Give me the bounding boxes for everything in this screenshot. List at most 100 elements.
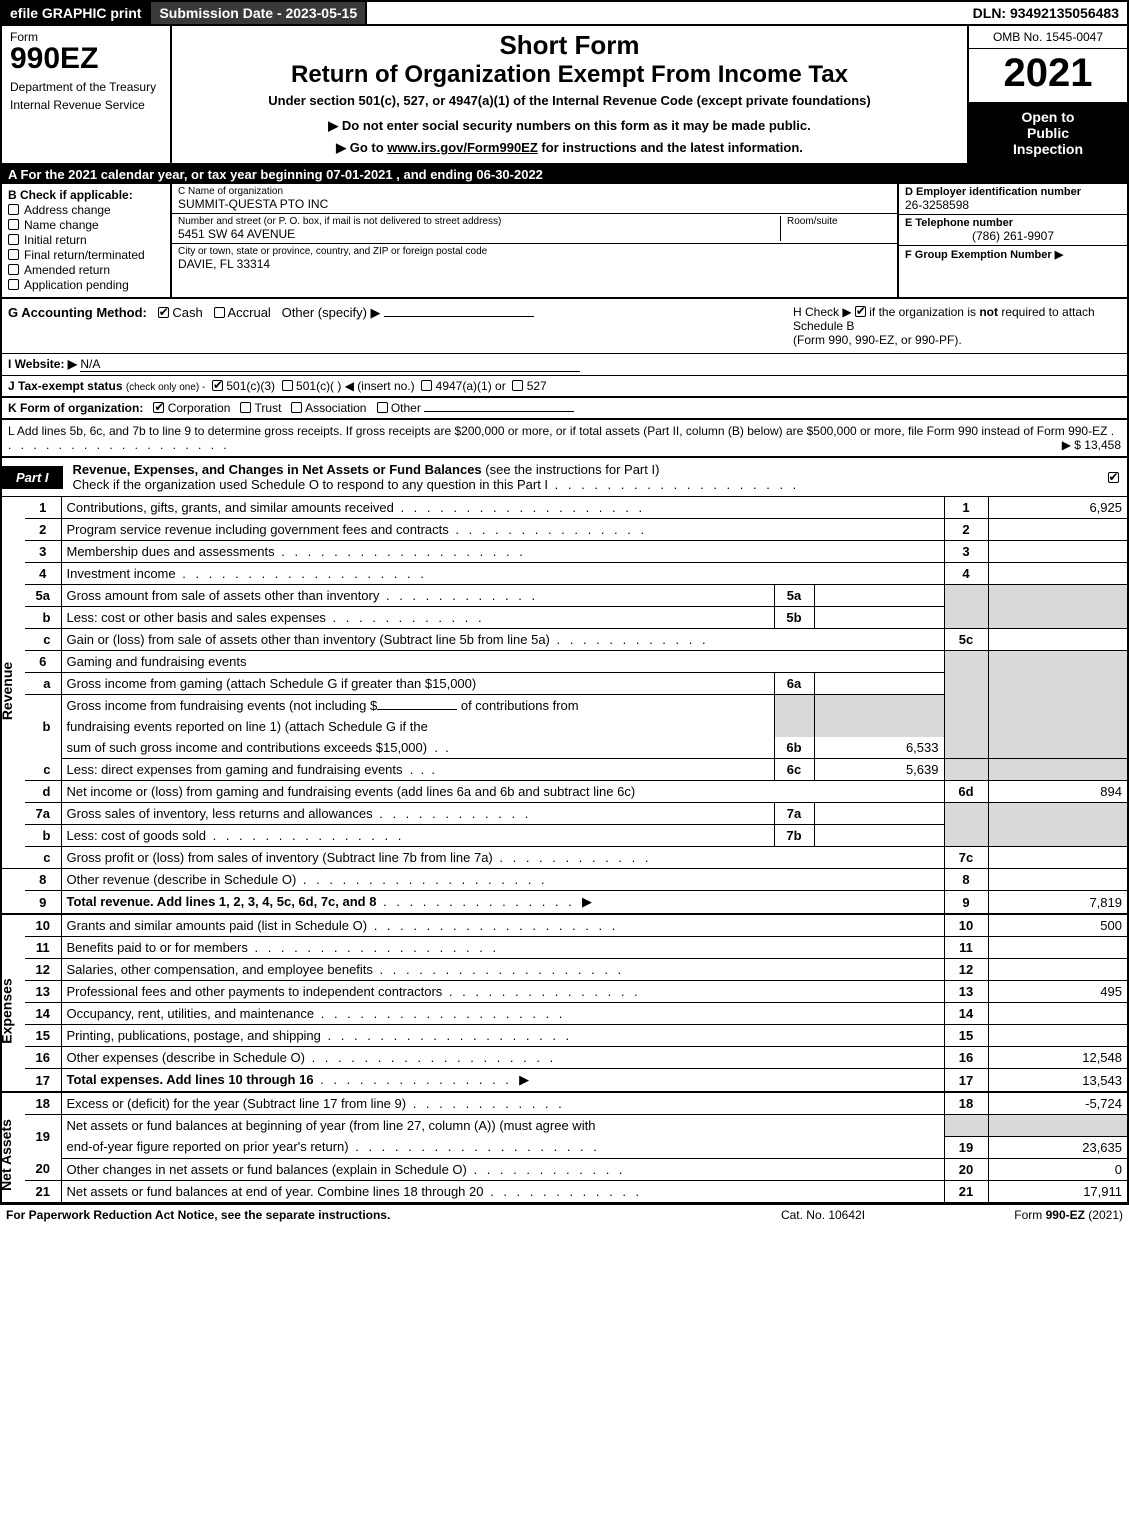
check-other-org[interactable] (377, 402, 388, 413)
check-527[interactable] (512, 380, 523, 391)
rv18: -5,724 (988, 1092, 1128, 1115)
omb-number: OMB No. 1545-0047 (969, 26, 1127, 49)
d21: Net assets or fund balances at end of ye… (67, 1184, 484, 1199)
check-corp[interactable] (153, 402, 164, 413)
n10: 10 (25, 914, 61, 937)
d7c: Gross profit or (loss) from sales of inv… (67, 850, 493, 865)
rv3 (988, 541, 1128, 563)
sv5b (814, 607, 944, 629)
check-4947[interactable] (421, 380, 432, 391)
rn10: 10 (944, 914, 988, 937)
check-part1-scho[interactable] (1108, 472, 1119, 483)
rn4: 4 (944, 563, 988, 585)
rv15 (988, 1025, 1128, 1047)
check-initial-return[interactable] (8, 234, 19, 245)
instructions-link-row: ▶ Go to www.irs.gov/Form990EZ for instru… (180, 140, 959, 156)
line-6: 6 Gaming and fundraising events (1, 651, 1128, 673)
schedule-b: H Check ▶ if the organization is not req… (787, 299, 1127, 353)
rv10: 500 (988, 914, 1128, 937)
shade-19 (944, 1115, 988, 1137)
check-501c[interactable] (282, 380, 293, 391)
other-specify: Other (specify) ▶ (282, 305, 381, 320)
n17: 17 (25, 1069, 61, 1093)
other-org-line[interactable] (424, 411, 574, 412)
shade-19v (988, 1115, 1128, 1137)
o4: 527 (527, 379, 547, 393)
part1-tag: Part I (2, 466, 63, 489)
shade-5v (988, 585, 1128, 629)
check-501c3[interactable] (212, 380, 223, 391)
group-cell: F Group Exemption Number ▶ (899, 246, 1127, 297)
check-amended[interactable] (8, 264, 19, 275)
shade-7v (988, 803, 1128, 847)
o1: 501(c)(3) (226, 379, 275, 393)
final-label: Final return/terminated (24, 248, 145, 262)
sv7a (814, 803, 944, 825)
b-label: B Check if applicable: (8, 188, 164, 202)
line-5c: c Gain or (loss) from sale of assets oth… (1, 629, 1128, 651)
d11: Benefits paid to or for members (67, 940, 248, 955)
sv6b: 6,533 (814, 737, 944, 759)
other-line[interactable] (384, 316, 534, 317)
rv13: 495 (988, 981, 1128, 1003)
part1-title: Revenue, Expenses, and Changes in Net As… (73, 458, 1099, 496)
net-label: Net Assets (0, 1119, 13, 1191)
n8: 8 (25, 869, 61, 891)
n5b: b (25, 607, 61, 629)
street-row: Number and street (or P. O. box, if mail… (172, 214, 897, 244)
d6b4: sum of such gross income and contributio… (67, 740, 428, 755)
open-public: Open to Public Inspection (969, 103, 1127, 163)
col-b: B Check if applicable: Address change Na… (2, 184, 172, 297)
n5a: 5a (25, 585, 61, 607)
section-a: A For the 2021 calendar year, or tax yea… (0, 165, 1129, 184)
check-assoc[interactable] (291, 402, 302, 413)
block-identity: B Check if applicable: Address change Na… (0, 184, 1129, 299)
n6c: c (25, 759, 61, 781)
line-10: Expenses 10 Grants and similar amounts p… (1, 914, 1128, 937)
n6a: a (25, 673, 61, 695)
sn5a: 5a (774, 585, 814, 607)
not: not (979, 305, 998, 319)
sn7b: 7b (774, 825, 814, 847)
accrual: Accrual (227, 305, 270, 320)
check-address-change[interactable] (8, 204, 19, 215)
rv20: 0 (988, 1158, 1128, 1180)
part1-header: Part I Revenue, Expenses, and Changes in… (0, 458, 1129, 497)
check-trust[interactable] (240, 402, 251, 413)
expenses-label: Expenses (0, 978, 14, 1043)
n9: 9 (25, 891, 61, 915)
check-schedb[interactable] (855, 306, 866, 317)
check-final-return[interactable] (8, 249, 19, 260)
efile-label[interactable]: efile GRAPHIC print (2, 2, 149, 24)
d6c: Less: direct expenses from gaming and fu… (67, 762, 403, 777)
rn16: 16 (944, 1047, 988, 1069)
check-cash[interactable] (158, 307, 169, 318)
d20: Other changes in net assets or fund bala… (67, 1162, 467, 1177)
assoc: Association (305, 401, 366, 415)
n19: 19 (25, 1115, 61, 1159)
rn11: 11 (944, 937, 988, 959)
j-sub: (check only one) - (126, 382, 205, 393)
check-app-pending[interactable] (8, 279, 19, 290)
tax-exempt-row: J Tax-exempt status (check only one) - 5… (0, 376, 1129, 398)
org-name-label: C Name of organization (178, 186, 891, 197)
col-d: D Employer identification number 26-3258… (897, 184, 1127, 297)
shade-6v (988, 651, 1128, 759)
lines-table: Revenue 1 Contributions, gifts, grants, … (0, 497, 1129, 1204)
check-name-change[interactable] (8, 219, 19, 230)
sv5a (814, 585, 944, 607)
n6d: d (25, 781, 61, 803)
line-7c: c Gross profit or (loss) from sales of i… (1, 847, 1128, 869)
short-form: Short Form (180, 30, 959, 61)
d1: Contributions, gifts, grants, and simila… (67, 500, 394, 515)
rv14 (988, 1003, 1128, 1025)
contrib-amt[interactable] (377, 709, 457, 710)
rv21: 17,911 (988, 1180, 1128, 1203)
footer-right: Form 990-EZ (2021) (923, 1208, 1123, 1222)
net-sidebar: Net Assets (1, 1092, 25, 1203)
check-accrual[interactable] (214, 307, 225, 318)
n3: 3 (25, 541, 61, 563)
j-label: J Tax-exempt status (8, 379, 123, 393)
rn20: 20 (944, 1158, 988, 1180)
irs-link[interactable]: www.irs.gov/Form990EZ (387, 140, 538, 155)
